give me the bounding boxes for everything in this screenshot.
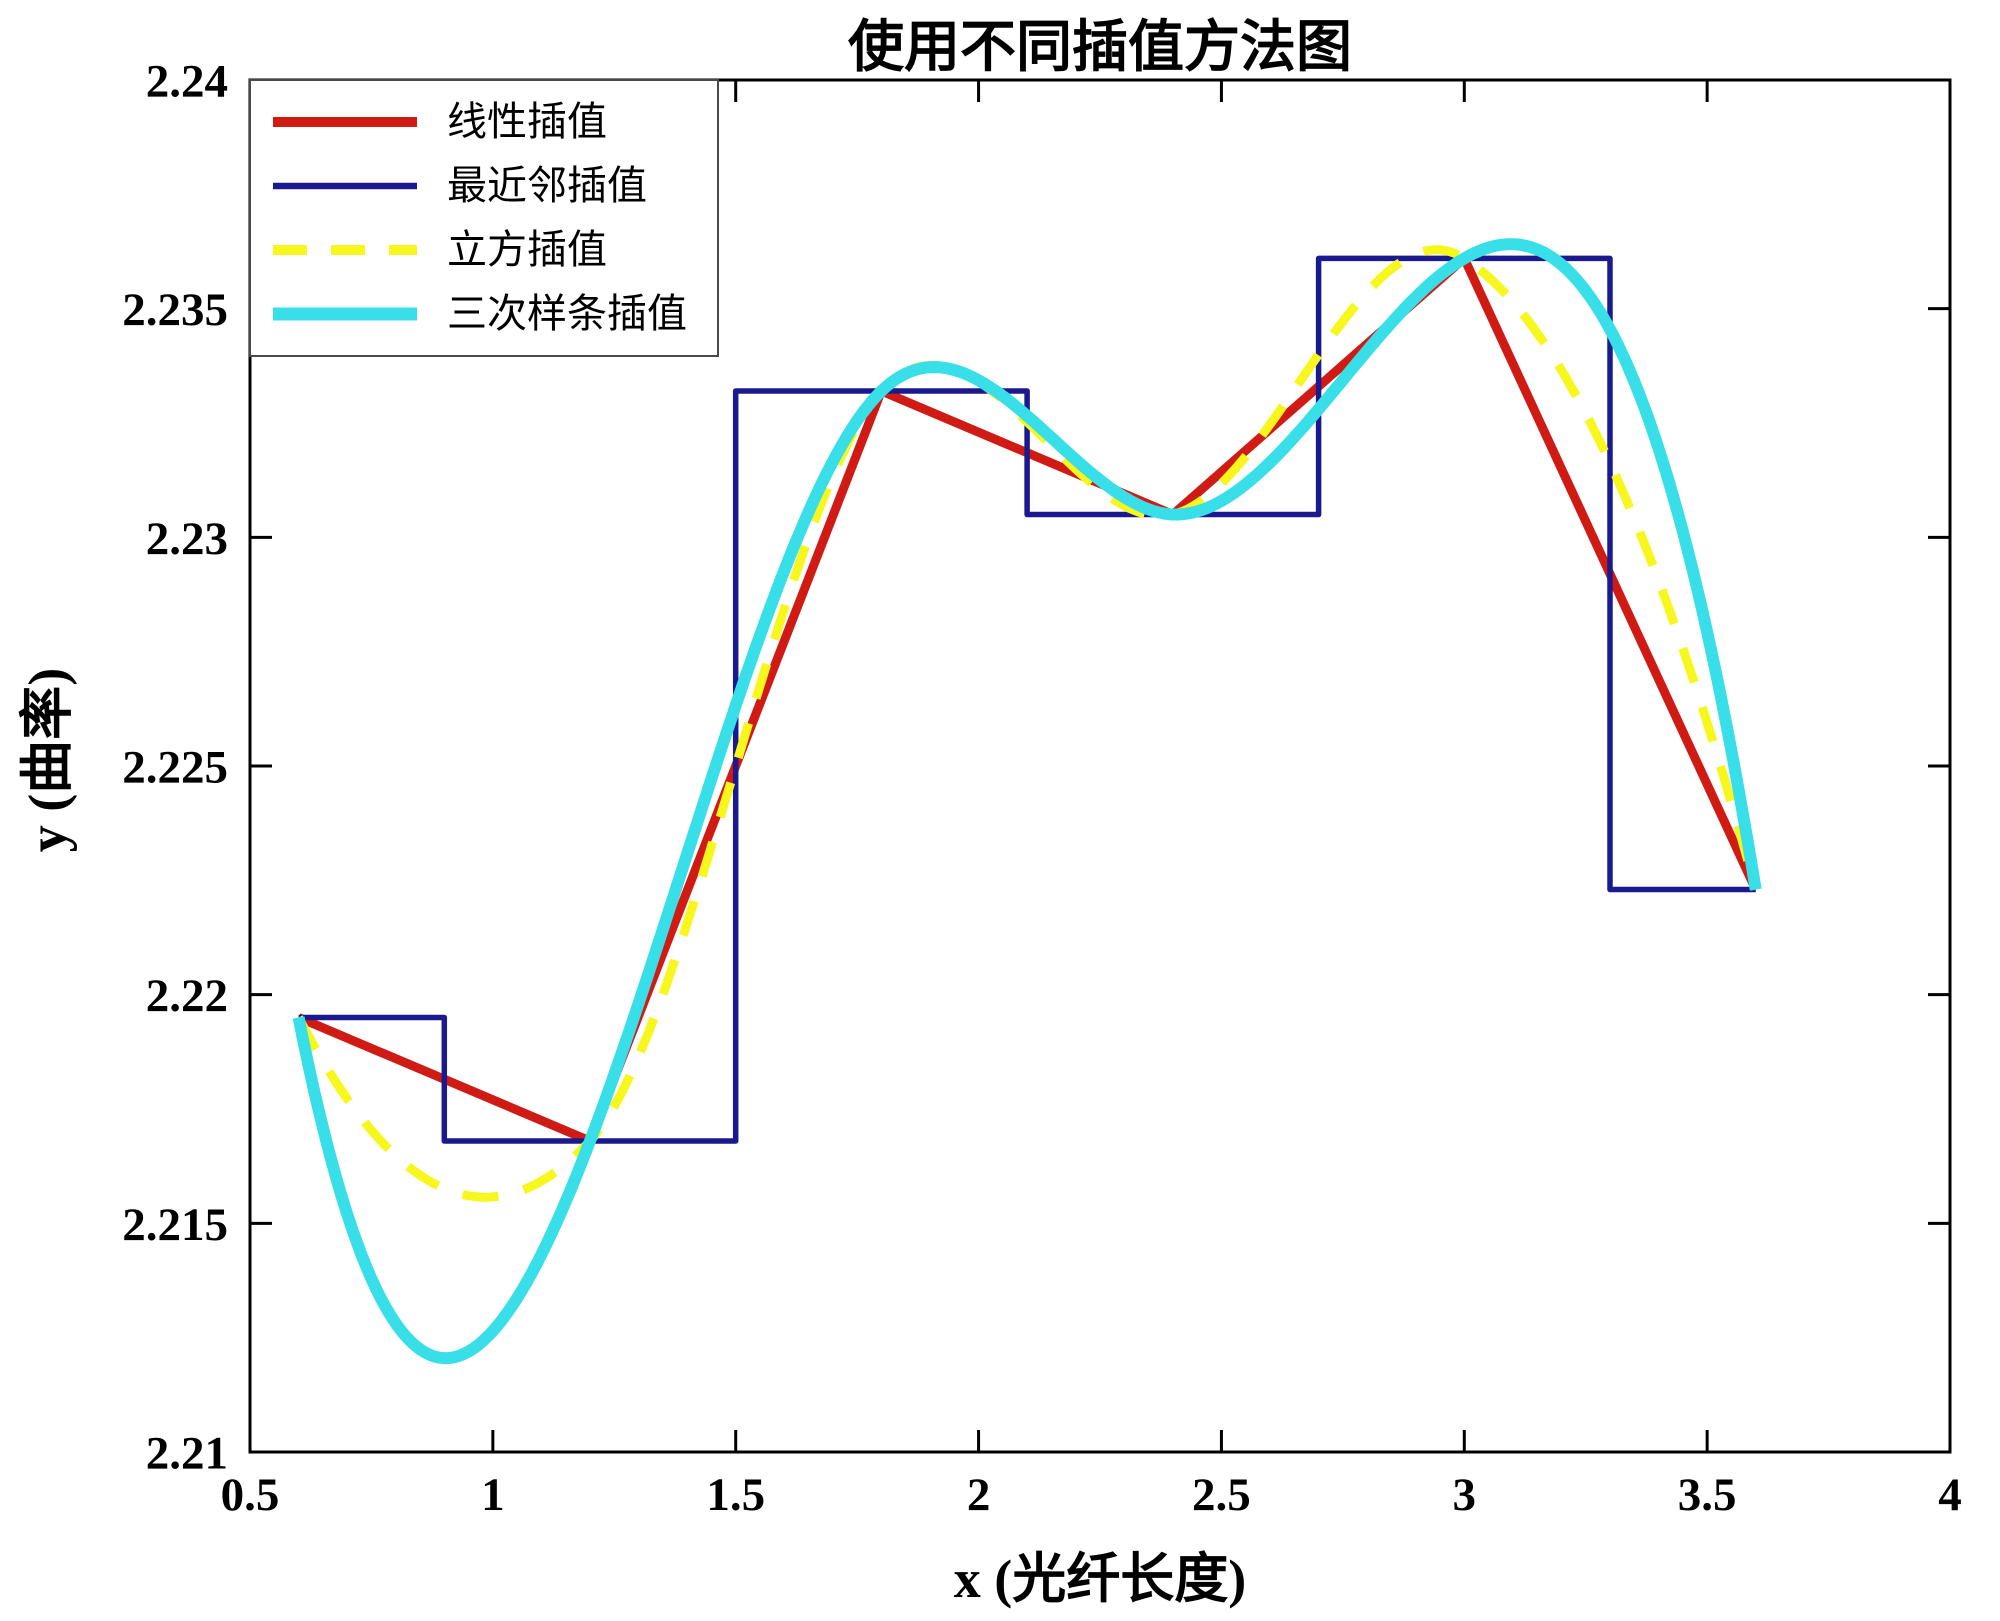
y-axis-label: y (曲率) bbox=[17, 667, 78, 853]
legend-line-sample-spline bbox=[269, 294, 421, 334]
x-tick-label: 2.5 bbox=[1192, 1469, 1251, 1521]
legend-label-spline: 三次样条插值 bbox=[447, 291, 687, 336]
x-tick-label: 1 bbox=[481, 1469, 505, 1521]
legend-label-linear: 线性插值 bbox=[447, 99, 607, 144]
legend-line-sample-nearest bbox=[269, 166, 421, 206]
series-nearest-line bbox=[298, 255, 1756, 1144]
series-spline-line bbox=[292, 238, 1762, 1365]
x-tick-label: 4 bbox=[1938, 1469, 1962, 1521]
x-tick-label: 3 bbox=[1453, 1469, 1477, 1521]
legend-label-nearest: 最近邻插值 bbox=[447, 163, 647, 208]
x-tick-label: 0.5 bbox=[221, 1469, 280, 1521]
legend-label-cubic: 立方插值 bbox=[447, 227, 607, 272]
x-tick-label: 1.5 bbox=[706, 1469, 765, 1521]
y-tick-label: 2.22 bbox=[146, 970, 228, 1022]
y-tick-label: 2.21 bbox=[146, 1427, 228, 1479]
y-ticks: 2.21 2.215 2.22 2.225 2.23 2.235 2.24 bbox=[122, 55, 1950, 1479]
y-tick-label: 2.235 bbox=[122, 284, 228, 336]
legend-item-linear: 线性插值 bbox=[269, 93, 687, 151]
legend-line-sample-linear bbox=[269, 102, 421, 142]
legend-item-cubic: 立方插值 bbox=[269, 221, 687, 279]
legend: 线性插值最近邻插值立方插值三次样条插值 bbox=[249, 79, 719, 357]
y-tick-label: 2.24 bbox=[146, 55, 228, 107]
y-tick-label: 2.225 bbox=[122, 741, 228, 793]
legend-item-spline: 三次样条插值 bbox=[269, 285, 687, 343]
y-tick-label: 2.215 bbox=[122, 1199, 228, 1251]
y-tick-label: 2.23 bbox=[146, 513, 228, 565]
chart-title: 使用不同插值方法图 bbox=[848, 17, 1352, 79]
legend-line-sample-cubic bbox=[269, 230, 421, 270]
x-ticks: 0.5 1 1.5 2 2.5 3 3.5 4 bbox=[221, 80, 1962, 1521]
legend-item-nearest: 最近邻插值 bbox=[269, 157, 687, 215]
x-axis-label: x (光纤长度) bbox=[953, 1549, 1247, 1609]
x-tick-label: 2 bbox=[967, 1469, 991, 1521]
x-tick-label: 3.5 bbox=[1678, 1469, 1737, 1521]
